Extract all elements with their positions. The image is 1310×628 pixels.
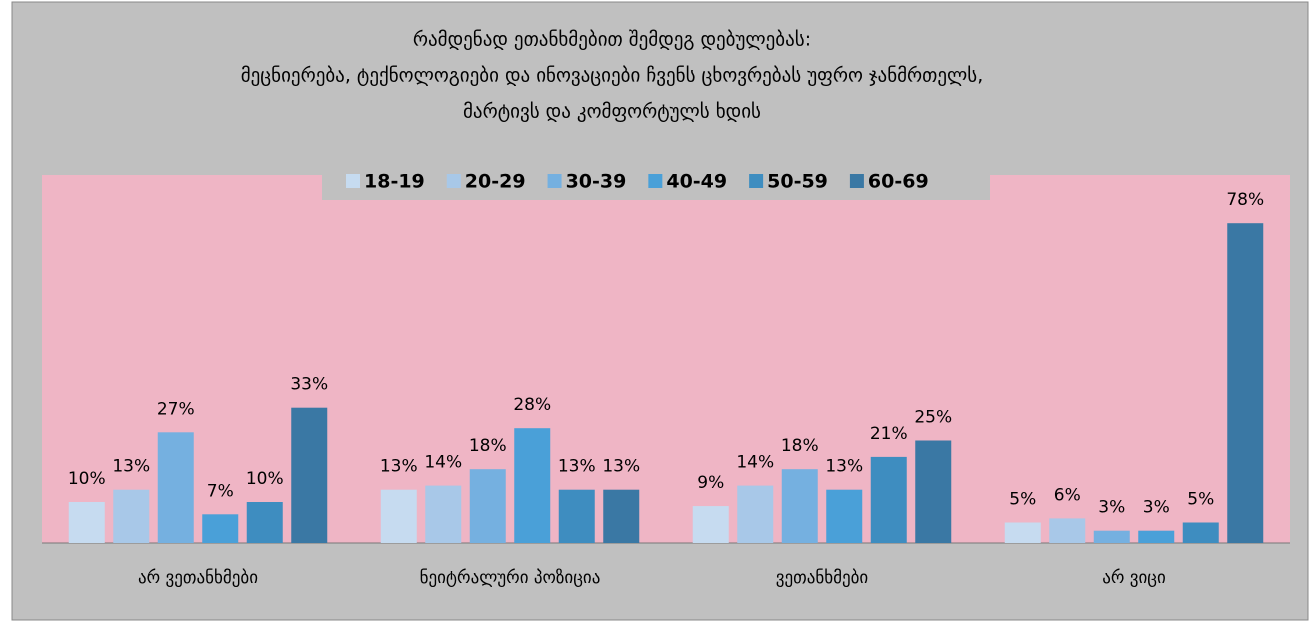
bar: [1227, 223, 1264, 543]
x-tick-label: ვეთანხმები: [776, 568, 868, 588]
chart-title: მეცნიერება, ტექნოლოგიები და ინოვაციები ჩ…: [241, 65, 984, 87]
data-label: 13%: [380, 457, 418, 477]
data-label: 3%: [1143, 498, 1170, 518]
bar: [291, 407, 328, 543]
bar: [202, 514, 239, 543]
legend-swatch: [849, 174, 864, 188]
data-label: 14%: [424, 453, 462, 473]
data-label: 7%: [207, 481, 234, 501]
bar: [870, 456, 907, 543]
data-label: 13%: [602, 457, 640, 477]
data-label: 18%: [781, 436, 819, 456]
data-label: 6%: [1054, 485, 1081, 505]
data-label: 13%: [558, 457, 596, 477]
bar: [514, 428, 551, 543]
x-tick-label: არ ვიცი: [1102, 568, 1166, 588]
data-label: 14%: [736, 453, 774, 473]
data-label: 28%: [513, 395, 551, 415]
legend-label: 60-69: [868, 171, 929, 193]
legend-swatch: [648, 174, 663, 188]
data-label: 3%: [1098, 498, 1125, 518]
plot-area: [42, 175, 1290, 543]
bar: [157, 432, 194, 543]
bar: [1182, 522, 1219, 543]
legend-swatch: [346, 174, 360, 188]
data-label: 5%: [1187, 490, 1214, 510]
bar: [68, 502, 105, 543]
data-label: 18%: [469, 436, 507, 456]
legend-label: 30-39: [566, 171, 627, 193]
x-tick-label: ნეიტრალური პოზიცია: [420, 568, 601, 588]
data-label: 13%: [825, 457, 863, 477]
legend-label: 18-19: [364, 171, 425, 193]
bar: [246, 502, 283, 543]
data-label: 9%: [697, 473, 724, 493]
bar: [113, 489, 150, 543]
data-label: 27%: [157, 399, 195, 419]
chart-title: მარტივს და კომფორტულს ხდის: [463, 101, 761, 123]
data-label: 25%: [914, 408, 952, 428]
bar: [915, 440, 952, 543]
x-tick-label: არ ვეთანხმები: [138, 568, 258, 588]
data-label: 13%: [112, 457, 150, 477]
data-label: 33%: [290, 375, 328, 395]
data-label: 21%: [870, 424, 908, 444]
data-label: 10%: [68, 469, 106, 489]
bar: [1138, 530, 1175, 543]
legend-label: 40-49: [666, 171, 727, 193]
bar: [692, 506, 729, 543]
data-label: 5%: [1009, 490, 1036, 510]
data-label: 78%: [1226, 190, 1264, 210]
bar: [380, 489, 417, 543]
bar: [425, 485, 462, 543]
bar: [558, 489, 595, 543]
bar: [781, 469, 818, 543]
legend-label: 50-59: [767, 171, 828, 193]
bar: [737, 485, 774, 543]
bar: [1049, 518, 1086, 543]
bar: [826, 489, 863, 543]
legend-swatch: [749, 174, 764, 188]
legend-label: 20-29: [465, 171, 526, 193]
bar: [1004, 522, 1041, 543]
bar: [603, 489, 640, 543]
legend-swatch: [547, 174, 562, 188]
bar: [469, 469, 506, 543]
bar: [1093, 530, 1130, 543]
data-label: 10%: [246, 469, 284, 489]
chart-title: რამდენად ეთანხმებით შემდეგ დებულებას:: [413, 29, 811, 51]
legend-swatch: [446, 174, 461, 188]
